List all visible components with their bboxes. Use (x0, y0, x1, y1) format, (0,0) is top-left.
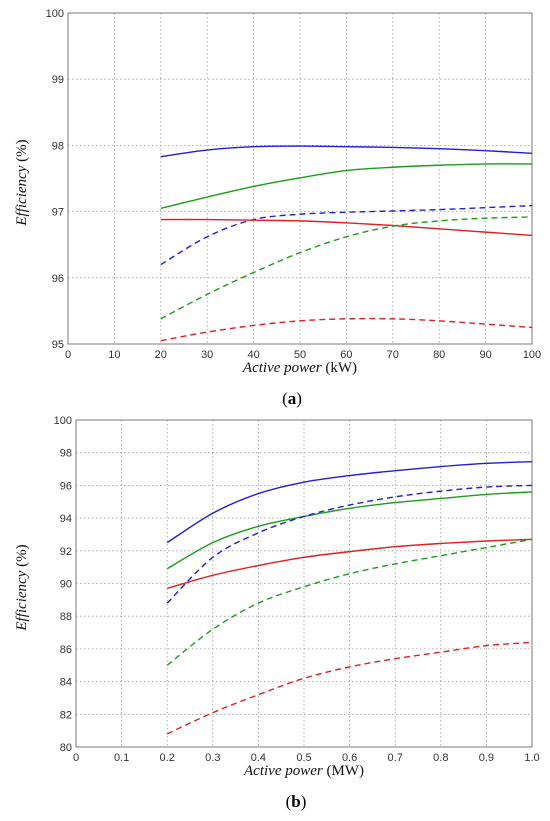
series-line-2 (160, 163, 533, 209)
y-tick-label: 84 (60, 677, 72, 689)
y-tick-label: 96 (60, 480, 72, 492)
y-tick-label: 100 (54, 415, 72, 427)
x-tick-label: 60 (340, 349, 352, 361)
x-tick-label: 0 (65, 349, 71, 361)
panel-label-letter: a (288, 389, 297, 408)
series-line-1 (166, 460, 533, 544)
x-tick-label: 0.9 (479, 752, 494, 764)
series-line-3 (160, 204, 533, 266)
x-tick-label: 0.6 (342, 752, 357, 764)
x-tick-label: 0.7 (388, 752, 403, 764)
plot-frame (75, 419, 533, 748)
x-tick-label: 0.1 (114, 752, 129, 764)
y-tick-label: 80 (60, 742, 72, 754)
series-line-5 (166, 538, 533, 666)
x-tick-label: 90 (479, 349, 491, 361)
y-tick-label: 97 (52, 207, 64, 219)
panel-a-chart: 0 10 20 30 40 50 60 70 80 90 100 95 96 97 98 99 100 Activ… (14, 8, 541, 408)
x-axis-title: Active power (kW) (242, 360, 357, 376)
x-tick-label: 10 (108, 349, 120, 361)
series-line-3 (166, 484, 533, 604)
y-tick-label: 99 (52, 74, 64, 86)
y-axis-title-italic: Efficiency (14, 570, 30, 631)
y-tick-label: 96 (52, 273, 64, 285)
x-tick-label: 80 (433, 349, 445, 361)
y-axis-title-unit: (%) (14, 139, 30, 165)
panel-label-open: ( (286, 792, 292, 811)
panel-label-close: ) (296, 389, 302, 408)
series-line-2 (166, 491, 533, 570)
plot-frame (67, 12, 533, 345)
x-tick-label: 30 (201, 349, 213, 361)
x-tick-label: 0 (73, 752, 79, 764)
panel-b-chart: 0 0.1 0.2 0.3 0.4 0.5 0.6 0.7 0.8 0.9 1.0 80 82 84 86 8… (14, 415, 540, 811)
y-axis-title-italic: Efficiency (14, 165, 30, 226)
panel-label: (b) (286, 792, 307, 811)
x-tick-label: 70 (387, 349, 399, 361)
x-tick-label: 0.2 (160, 752, 175, 764)
y-tick-label: 86 (60, 644, 72, 656)
x-tick-label: 40 (247, 349, 259, 361)
y-tick-label: 82 (60, 709, 72, 721)
x-tick-label: 0.4 (251, 752, 266, 764)
y-tick-label: 100 (46, 8, 64, 20)
x-tick-label: 1.0 (524, 752, 539, 764)
y-tick-label: 95 (52, 339, 64, 351)
panel-label-open: ( (282, 389, 288, 408)
y-axis-title: Efficiency (%) (14, 544, 30, 631)
panel-label-letter: b (291, 792, 300, 811)
y-tick-label: 88 (60, 611, 72, 623)
series-line-4 (167, 538, 533, 590)
y-axis-title: Efficiency (%) (14, 139, 30, 226)
series-line-1 (160, 145, 533, 158)
x-tick-label: 0.3 (205, 752, 220, 764)
x-axis-title-unit: (kW) (322, 360, 357, 376)
y-axis-title-unit: (%) (14, 544, 30, 570)
series-line-5 (160, 216, 533, 320)
x-tick-label: 0.5 (296, 752, 311, 764)
x-tick-label: 0.8 (433, 752, 448, 764)
y-tick-label: 92 (60, 546, 72, 558)
x-axis-title-italic: Active power (243, 763, 323, 779)
x-axis-title: Active power (MW) (243, 763, 364, 779)
series-line-6 (160, 317, 533, 342)
x-tick-label: 20 (155, 349, 167, 361)
y-tick-label: 90 (60, 579, 72, 591)
x-axis-title-unit: (MW) (323, 763, 364, 779)
series-line-6 (166, 641, 533, 735)
x-axis-title-italic: Active power (242, 360, 322, 376)
y-tick-label: 94 (60, 513, 72, 525)
panel-label-close: ) (301, 792, 307, 811)
panel-label: (a) (282, 389, 302, 408)
x-tick-label: 100 (523, 349, 541, 361)
y-tick-label: 98 (52, 140, 64, 152)
series-line-4 (160, 218, 533, 237)
y-tick-label: 98 (60, 448, 72, 460)
x-tick-label: 50 (294, 349, 306, 361)
